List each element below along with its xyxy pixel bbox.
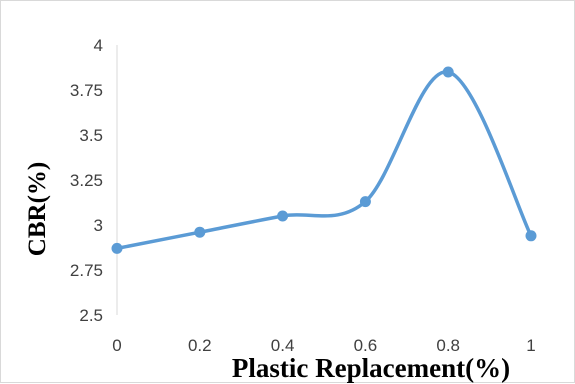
series-group [111, 66, 537, 254]
y-tick-label: 3 [94, 216, 103, 235]
x-tick-label: 0.2 [188, 336, 212, 355]
data-point [525, 230, 537, 242]
x-tick-label: 0.6 [354, 336, 378, 355]
y-tick-labels: 2.5 2.75 3 3.25 3.5 3.75 4 [70, 36, 103, 325]
x-tick-label: 0.4 [271, 336, 295, 355]
series-line [115, 70, 533, 251]
x-tick-label: 0.8 [436, 336, 460, 355]
y-tick-label: 4 [94, 36, 103, 55]
data-point [111, 242, 123, 254]
data-point [277, 210, 289, 222]
data-point [442, 66, 454, 78]
x-tick-label: 0 [112, 336, 121, 355]
x-axis-title: Plastic Replacement(%) [232, 353, 510, 383]
x-tick-label: 1 [526, 336, 535, 355]
data-point [359, 196, 371, 208]
y-tick-label: 3.5 [79, 126, 103, 145]
x-tick-labels: 0 0.2 0.4 0.6 0.8 1 [112, 336, 535, 355]
y-tick-label: 3.75 [70, 81, 103, 100]
y-tick-label: 2.75 [70, 261, 103, 280]
y-axis-title: CBR(%) [24, 162, 51, 256]
data-point [194, 226, 206, 238]
y-tick-label: 2.5 [79, 306, 103, 325]
y-tick-label: 3.25 [70, 171, 103, 190]
